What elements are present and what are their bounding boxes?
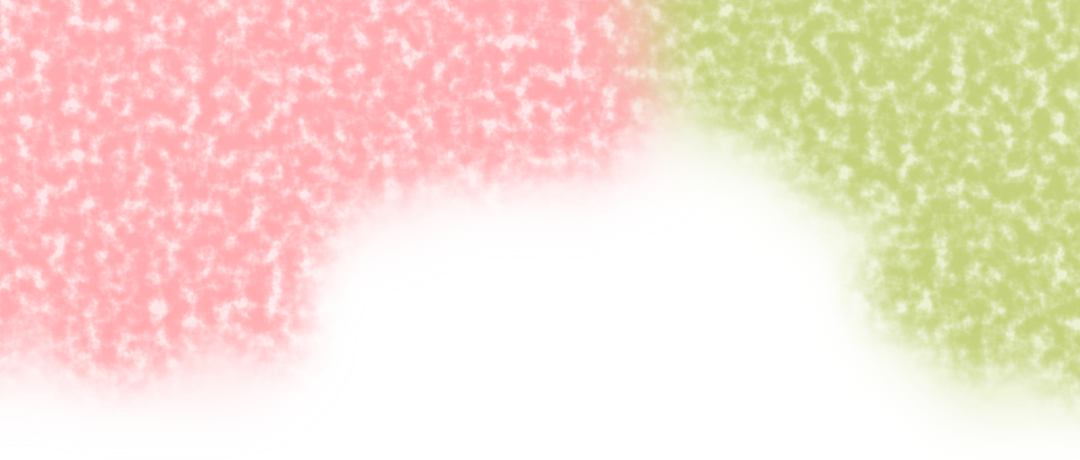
green-wash xyxy=(625,0,1080,415)
pink-wash xyxy=(0,0,698,400)
